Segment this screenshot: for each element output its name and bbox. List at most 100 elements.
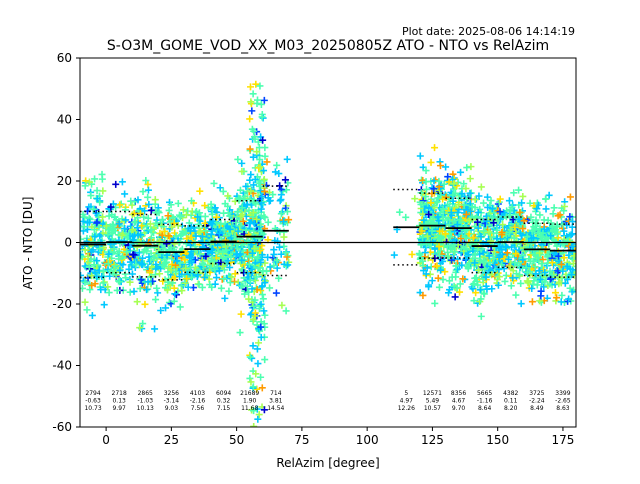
data-point [160, 227, 168, 235]
data-point [447, 209, 455, 217]
data-point [443, 242, 451, 250]
data-point [147, 206, 155, 214]
data-point [431, 299, 439, 307]
data-point [458, 190, 466, 198]
data-point [192, 232, 200, 240]
data-point [417, 200, 425, 208]
bin-stat-label: 0.13 [112, 398, 126, 405]
bin-stat-label: 9.70 [452, 405, 466, 412]
data-point [208, 246, 216, 254]
data-point [246, 145, 254, 153]
data-point [139, 320, 147, 328]
data-point [266, 284, 274, 292]
data-point [259, 136, 267, 144]
data-point [239, 217, 247, 225]
data-point [488, 205, 496, 213]
y-tick-label: 0 [64, 236, 72, 250]
data-point [422, 193, 430, 201]
data-point [237, 259, 245, 267]
data-point [260, 175, 268, 183]
data-point [139, 248, 147, 256]
data-point [258, 251, 266, 259]
x-tick-label: 25 [164, 433, 179, 447]
data-point [281, 176, 289, 184]
data-point [223, 246, 231, 254]
data-point [116, 278, 124, 286]
bin-stat-label: 4382 [503, 390, 518, 397]
bin-stat-label: 5 [404, 390, 408, 397]
data-point [553, 242, 561, 250]
y-tick-label: 60 [57, 51, 72, 65]
data-point [472, 289, 480, 297]
data-point [278, 301, 286, 309]
data-point [532, 251, 540, 259]
data-point [234, 208, 242, 216]
data-point [434, 194, 442, 202]
data-point [144, 193, 152, 201]
data-point [160, 256, 168, 264]
data-point [490, 219, 498, 227]
bin-stat-label: 2794 [85, 390, 100, 397]
data-point [277, 210, 285, 218]
data-point [126, 278, 134, 286]
data-point [431, 244, 439, 252]
data-point [255, 411, 263, 419]
data-point [462, 210, 470, 218]
data-point [237, 212, 245, 220]
data-point [512, 291, 520, 299]
data-point [255, 339, 263, 347]
data-point [88, 272, 96, 280]
data-point [119, 261, 127, 269]
data-point [163, 240, 171, 248]
data-point [451, 293, 459, 301]
data-point [425, 281, 433, 289]
data-point [258, 242, 266, 250]
data-point [496, 195, 504, 203]
data-point [171, 240, 179, 248]
data-point [168, 260, 176, 268]
data-point [116, 201, 124, 209]
data-point [547, 232, 555, 240]
data-point [224, 192, 232, 200]
data-point [105, 289, 113, 297]
data-point [247, 171, 255, 179]
data-point [435, 177, 443, 185]
data-point [538, 260, 546, 268]
bin-stat-label: -1.16 [477, 398, 493, 405]
data-point [248, 354, 256, 362]
data-point [548, 223, 556, 231]
data-point [422, 178, 430, 186]
data-point [547, 219, 555, 227]
data-point [252, 80, 260, 88]
data-point [464, 250, 472, 258]
data-point [245, 260, 253, 268]
data-point [167, 201, 175, 209]
data-point [451, 227, 459, 235]
x-tick-label: 50 [229, 433, 244, 447]
data-point [480, 227, 488, 235]
data-point [219, 248, 227, 256]
data-point [201, 202, 209, 210]
data-point [198, 233, 206, 241]
data-point [105, 226, 113, 234]
data-point [250, 181, 258, 189]
data-point [121, 206, 129, 214]
data-point [454, 201, 462, 209]
data-point [172, 268, 180, 276]
data-point [238, 204, 246, 212]
y-tick-label: -40 [52, 359, 72, 373]
data-point [427, 158, 435, 166]
data-point [97, 286, 105, 294]
data-point [518, 199, 526, 207]
data-point [118, 253, 126, 261]
data-point [225, 287, 233, 295]
data-point [542, 195, 550, 203]
data-point [135, 249, 143, 257]
data-point [252, 273, 260, 281]
data-point [195, 280, 203, 288]
data-point [390, 251, 398, 259]
data-point [480, 290, 488, 298]
data-point [217, 284, 225, 292]
data-point [457, 234, 465, 242]
